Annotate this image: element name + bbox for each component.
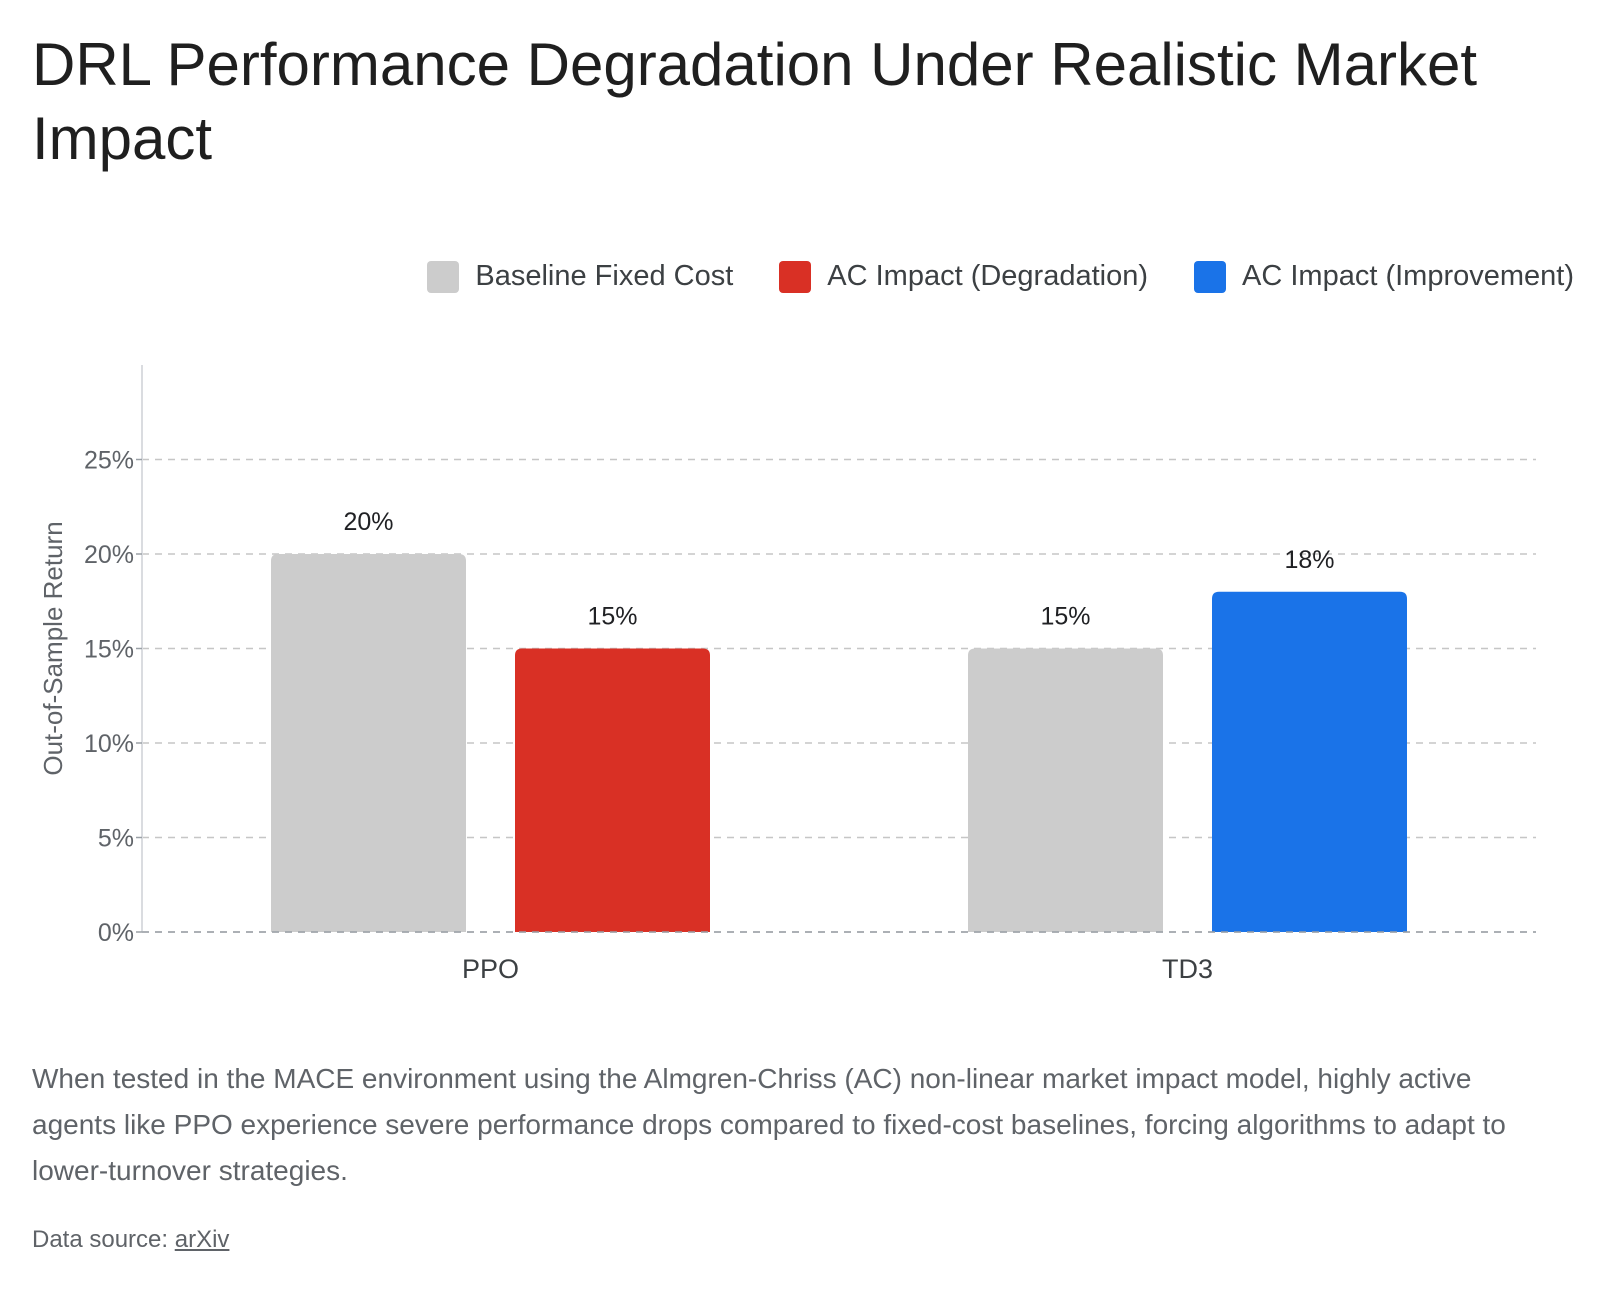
legend-item-improvement[interactable]: AC Impact (Improvement): [1194, 260, 1574, 293]
y-tick-label: 0%: [98, 919, 134, 947]
bar-value-label: 15%: [1040, 603, 1090, 631]
legend-label-baseline: Baseline Fixed Cost: [475, 260, 734, 292]
data-source: Data source: arXiv: [32, 1226, 229, 1254]
y-tick-label: 20%: [84, 541, 134, 569]
bar-chart: 0% 5% 10% 15% 20% 25% Out-of-Sample Return PPO T…: [38, 365, 1536, 984]
y-tick-label: 25%: [84, 447, 134, 475]
x-category-label: TD3: [1162, 954, 1213, 984]
data-labels: 20% 15% 15% 18%: [142, 508, 1536, 933]
legend-label-degradation: AC Impact (Degradation): [827, 260, 1149, 292]
legend-item-degradation[interactable]: AC Impact (Degradation): [779, 260, 1148, 293]
source-prefix: Data source:: [32, 1226, 175, 1253]
y-axis-title: Out-of-Sample Return: [38, 521, 68, 775]
legend-swatch-improvement: [1194, 260, 1227, 293]
legend-swatch-degradation: [779, 260, 812, 293]
bar-td3-0: [968, 648, 1163, 932]
bar-value-label: 18%: [1284, 546, 1334, 574]
legend-swatch-baseline: [427, 260, 460, 293]
bar-ppo-1: [515, 648, 710, 932]
axes: 0% 5% 10% 15% 20% 25% Out-of-Sample Return PPO T…: [38, 365, 1213, 984]
bar-td3-1: [1212, 591, 1407, 932]
y-tick-label: 10%: [84, 730, 134, 758]
chart-legend: Baseline Fixed Cost AC Impact (Degradati…: [427, 260, 1574, 293]
bar-value-label: 20%: [343, 508, 393, 536]
bar-value-label: 15%: [587, 603, 637, 631]
y-tick-label: 5%: [98, 825, 134, 853]
bar-ppo-0: [271, 554, 466, 932]
legend-label-improvement: AC Impact (Improvement): [1242, 260, 1574, 292]
source-link[interactable]: arXiv: [174, 1226, 230, 1253]
x-category-label: PPO: [462, 954, 519, 984]
chart-caption: When tested in the MACE environment usin…: [32, 1063, 1506, 1186]
chart-title: DRL Performance Degradation Under Realis…: [32, 31, 1478, 172]
y-tick-label: 15%: [84, 636, 134, 664]
bars: [271, 554, 1407, 932]
legend-item-baseline[interactable]: Baseline Fixed Cost: [427, 260, 733, 293]
